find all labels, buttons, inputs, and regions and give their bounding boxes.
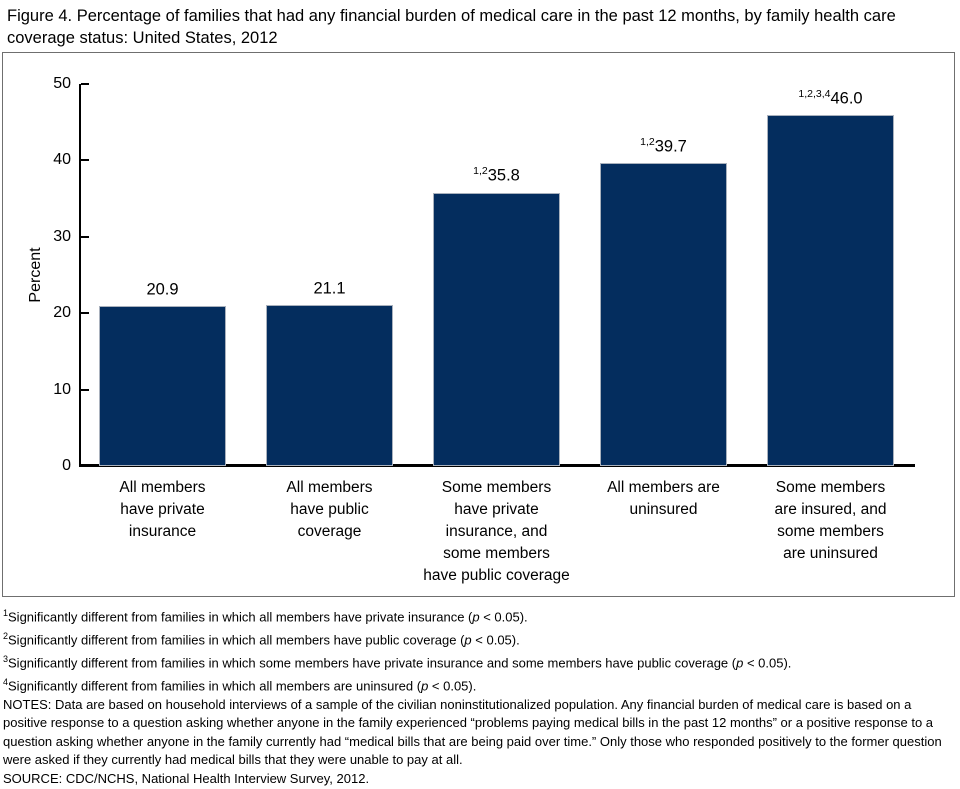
footnote-p: p xyxy=(464,632,472,648)
footnote-3: 3Significantly different from families i… xyxy=(3,650,957,673)
bar-group-private-insurance: 20.9 All members have private insurance xyxy=(99,53,226,596)
notes-text: NOTES: Data are based on household inter… xyxy=(3,696,942,768)
y-axis-tick xyxy=(81,312,89,315)
footnote-text-end: < 0.05). xyxy=(479,609,528,625)
source-text: SOURCE: CDC/NCHS, National Health Interv… xyxy=(3,771,370,787)
y-axis-tick-label: 0 xyxy=(62,457,71,474)
footnote-text: Significantly different from families in… xyxy=(8,609,473,625)
category-label: Some members have private insurance, and… xyxy=(423,479,570,584)
y-axis-tick-label: 40 xyxy=(53,151,71,169)
plot-area: Percent 20.9 All members have private in… xyxy=(3,53,954,596)
bar xyxy=(433,192,560,466)
category-label: All members have private insurance xyxy=(119,479,206,540)
bar-value: 21.1 xyxy=(313,279,346,298)
footnote-marker: 1 xyxy=(3,608,9,618)
bar-group-some-private-some-public: 1,235.8 Some members have private insura… xyxy=(423,53,570,596)
bar xyxy=(600,162,727,466)
footnote-marker: 4 xyxy=(3,676,9,687)
bar-value-label: 21.1 xyxy=(236,278,423,298)
bar-value-label: 1,239.7 xyxy=(570,136,757,156)
bar-value: 35.8 xyxy=(487,166,520,185)
y-axis-label: Percent xyxy=(27,247,44,303)
y-axis-tick xyxy=(81,465,89,467)
figure-title: Figure 4. Percentage of families that ha… xyxy=(7,7,896,47)
footnote-text: Significantly different from families in… xyxy=(8,655,737,671)
chart-frame: Percent 20.9 All members have private in… xyxy=(2,52,955,597)
bar-value: 46.0 xyxy=(830,89,863,108)
bar-value-label: 1,2,3,446.0 xyxy=(737,88,924,108)
y-axis-line xyxy=(79,84,81,467)
footnote-text-end: < 0.05). xyxy=(743,655,792,671)
footnote-marker: 2 xyxy=(3,630,9,641)
y-axis-tick xyxy=(81,83,89,85)
category-label: Some members are insured, and some membe… xyxy=(774,479,887,562)
bar-group-all-uninsured: 1,239.7 All members are uninsured xyxy=(600,53,727,596)
footnote-text-end: < 0.05). xyxy=(428,678,477,694)
bar xyxy=(99,306,226,466)
bar xyxy=(767,114,894,466)
bar-value: 20.9 xyxy=(146,280,179,299)
bar-superscript: 1,2 xyxy=(473,165,488,178)
footnote-p: p xyxy=(736,655,744,671)
footnote-2: 2Significantly different from families i… xyxy=(3,627,957,650)
y-axis-tick-label: 20 xyxy=(53,304,71,322)
bar-value-label: 20.9 xyxy=(69,279,256,299)
footnote-text-end: < 0.05). xyxy=(471,632,520,648)
y-axis-tick-label: 50 xyxy=(53,75,71,92)
footnotes-block: 1Significantly different from families i… xyxy=(3,604,957,789)
bar-group-public-coverage: 21.1 All members have public coverage xyxy=(266,53,393,596)
bar xyxy=(266,304,393,466)
bar-value: 39.7 xyxy=(654,137,687,156)
y-axis-tick xyxy=(81,159,89,162)
bar-value-label: 1,235.8 xyxy=(403,165,590,185)
category-label: All members have public coverage xyxy=(286,479,373,540)
footnote-marker: 3 xyxy=(3,653,9,664)
footnote-text: Significantly different from families in… xyxy=(8,678,422,694)
y-axis-tick-label: 30 xyxy=(53,227,71,245)
category-label: All members are uninsured xyxy=(607,479,720,518)
footnote-text: Significantly different from families in… xyxy=(8,632,465,648)
y-axis-tick xyxy=(81,235,89,238)
bar-group-some-insured-some-uninsured: 1,2,3,446.0 Some members are insured, an… xyxy=(767,53,894,596)
footnote-p: p xyxy=(472,609,480,625)
footnote-1: 1Significantly different from families i… xyxy=(3,604,957,627)
footnote-p: p xyxy=(421,678,429,694)
y-axis-tick-label: 10 xyxy=(53,380,71,398)
footnote-4: 4Significantly different from families i… xyxy=(3,673,957,696)
y-axis-tick xyxy=(81,388,89,391)
bar-superscript: 1,2 xyxy=(640,135,655,148)
bar-superscript: 1,2,3,4 xyxy=(798,87,831,100)
